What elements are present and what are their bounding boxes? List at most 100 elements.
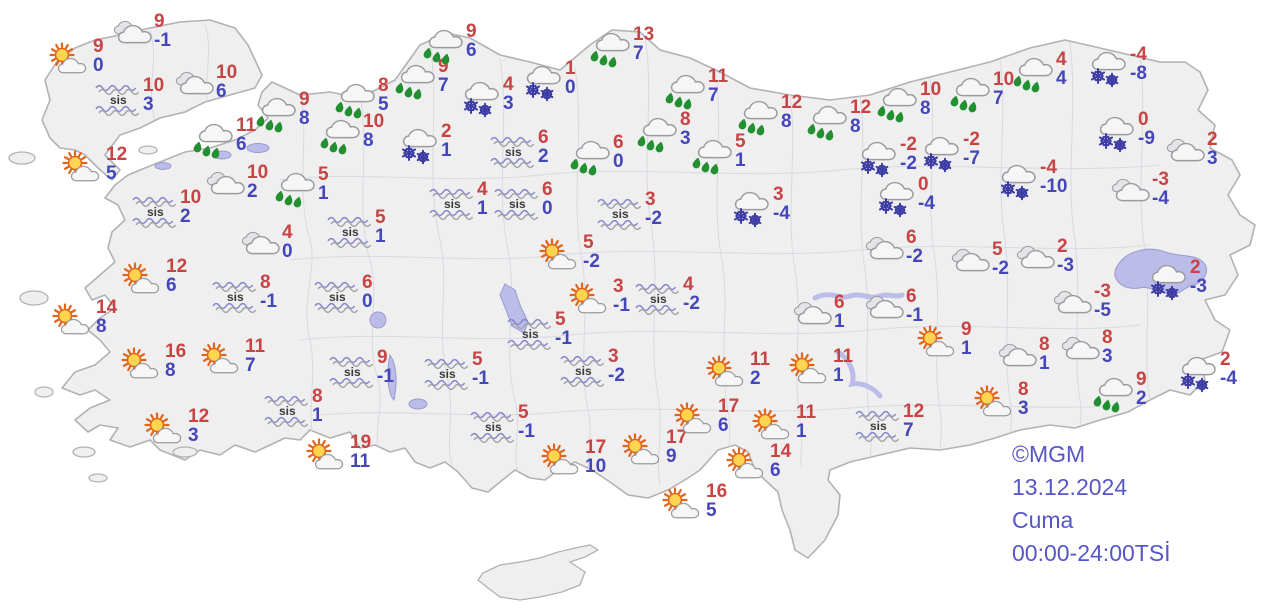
fog-icon: sis <box>263 392 311 428</box>
svg-text:sis: sis <box>522 327 539 341</box>
fog-icon: sis <box>131 193 179 229</box>
weather-station: 16 8 <box>118 342 186 381</box>
temp-low: 7 <box>633 43 644 64</box>
weather-station: 12 8 <box>734 93 802 136</box>
temp-high: 9 <box>299 89 310 110</box>
sun-cloud-icon <box>914 325 960 359</box>
temp-high: 9 <box>377 347 388 368</box>
temp-high: 6 <box>906 227 917 248</box>
fog-icon: sis <box>854 407 902 443</box>
temp-low: -1 <box>518 421 535 442</box>
temp-low: -4 <box>1152 188 1169 209</box>
sun-cloud-icon <box>46 42 92 76</box>
station-temps: 17 9 <box>666 428 687 467</box>
cloud-icon <box>863 292 905 322</box>
temp-low: 8 <box>920 98 931 119</box>
temp-high: 6 <box>538 127 549 148</box>
rain-icon <box>734 98 780 136</box>
snow-icon <box>993 163 1039 201</box>
temp-high: -2 <box>963 129 980 150</box>
station-temps: 0 -4 <box>918 175 935 214</box>
temp-high: 4 <box>477 179 488 200</box>
station-temps: 5 -1 <box>472 350 489 389</box>
rain-icon <box>946 75 992 113</box>
snow-icon <box>518 64 564 102</box>
temp-low: 3 <box>188 425 199 446</box>
temp-high: 0 <box>918 174 929 195</box>
temp-high: 1 <box>565 58 576 79</box>
temp-low: 7 <box>903 420 914 441</box>
weather-station: -2 -7 <box>916 130 980 173</box>
temp-low: 5 <box>378 94 389 115</box>
temp-high: -4 <box>1040 157 1057 178</box>
temp-high: 3 <box>608 346 619 367</box>
temp-low: -4 <box>918 193 935 214</box>
fog-icon: sis <box>428 185 476 221</box>
forecast-date: 13.12.2024 <box>1012 474 1128 500</box>
temp-high: 0 <box>1138 109 1149 130</box>
temp-low: -1 <box>613 295 630 316</box>
temp-low: -2 <box>900 153 917 174</box>
temp-low: -2 <box>608 365 625 386</box>
svg-text:sis: sis <box>110 93 127 107</box>
temp-high: 4 <box>503 74 514 95</box>
rain-icon <box>391 62 437 100</box>
station-temps: 8 -1 <box>260 273 277 312</box>
temp-low: 1 <box>833 365 844 386</box>
weather-station: 17 9 <box>619 428 687 467</box>
weather-station: sis 5 -1 <box>469 403 535 444</box>
svg-text:sis: sis <box>444 197 461 211</box>
weather-station: 10 6 <box>173 63 237 102</box>
weather-station: 2 -3 <box>1014 237 1074 276</box>
station-temps: 4 -2 <box>683 275 700 314</box>
fog-icon: sis <box>326 213 374 249</box>
station-temps: 11 7 <box>245 337 265 376</box>
weather-station: 6 -2 <box>863 228 923 267</box>
temp-low: 6 <box>166 275 177 296</box>
rain-icon <box>661 72 707 110</box>
rain-icon <box>633 115 679 153</box>
temp-low: -1 <box>906 305 923 326</box>
weather-station: 5 -2 <box>536 233 600 272</box>
station-temps: 12 6 <box>166 257 187 296</box>
rain-icon <box>419 27 465 65</box>
weather-station: 14 8 <box>49 298 117 337</box>
temp-low: -2 <box>906 246 923 267</box>
snow-icon <box>1143 263 1189 301</box>
sun-cloud-icon <box>703 355 749 389</box>
weather-station: sis 3 -2 <box>559 347 625 388</box>
weather-station: 11 1 <box>786 347 853 386</box>
temp-high: 2 <box>1220 349 1231 370</box>
temp-low: 3 <box>1207 148 1218 169</box>
temp-low: -1 <box>555 328 572 349</box>
weather-station: 3 -4 <box>726 185 790 228</box>
station-temps: 2 -4 <box>1220 350 1237 389</box>
svg-text:sis: sis <box>342 225 359 239</box>
temp-low: 1 <box>735 150 746 171</box>
temp-low: 7 <box>993 88 1004 109</box>
station-temps: 5 -2 <box>583 233 600 272</box>
rain-icon <box>1089 375 1135 413</box>
fog-icon: sis <box>469 408 517 444</box>
temp-high: 2 <box>1190 257 1201 278</box>
temp-low: 1 <box>477 198 488 219</box>
temp-high: 13 <box>633 24 655 45</box>
snow-icon <box>1173 355 1219 393</box>
temp-high: 10 <box>247 162 269 183</box>
temp-high: 10 <box>143 75 165 96</box>
temp-high: 11 <box>236 115 257 136</box>
temp-high: 2 <box>441 121 452 142</box>
temp-high: -4 <box>1130 44 1147 65</box>
temp-high: 2 <box>1207 129 1218 150</box>
